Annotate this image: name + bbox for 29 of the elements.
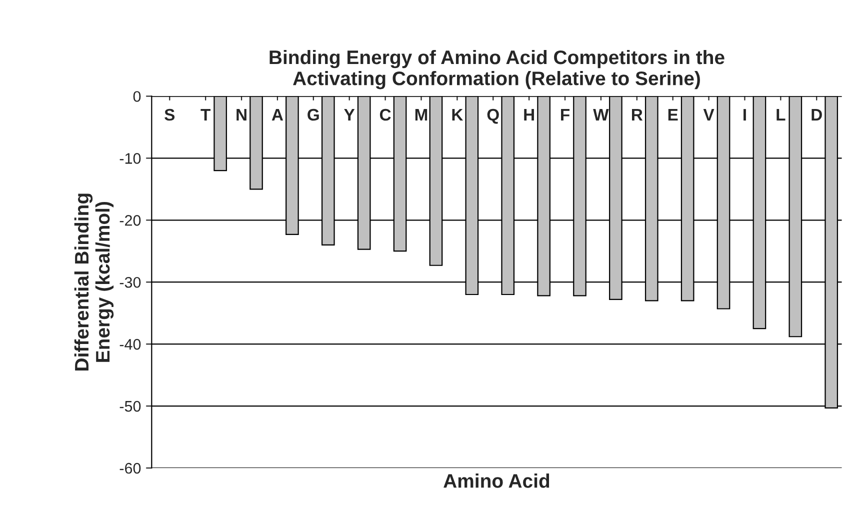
x-tick-label: G bbox=[308, 108, 319, 121]
x-tick-label: A bbox=[272, 109, 284, 121]
x-tick-label: C bbox=[380, 108, 391, 121]
x-tick-label: K bbox=[452, 109, 464, 121]
y-axis-title: Differential Binding Energy (kcal/mol) bbox=[74, 194, 114, 370]
x-tick-label: R bbox=[632, 109, 643, 121]
x-tick-label: I bbox=[744, 109, 746, 121]
x-tick-label: T bbox=[200, 109, 210, 121]
x-tick-label: E bbox=[668, 109, 678, 121]
y-tick-label: 0 bbox=[133, 91, 141, 102]
x-tick-label: Y bbox=[344, 109, 355, 121]
x-tick-label: S bbox=[164, 108, 175, 121]
x-tick-label: H bbox=[524, 109, 534, 121]
x-tick-label: M bbox=[415, 109, 428, 121]
x-tick-label: F bbox=[561, 109, 570, 121]
y-tick-label: -10 bbox=[120, 153, 141, 164]
y-tick-label: -20 bbox=[120, 215, 141, 226]
chart-title: Binding Energy of Amino Acid Competitors in the Activating Conformation (Relative to Serine) bbox=[270, 50, 724, 90]
x-tick-label: V bbox=[703, 109, 714, 121]
x-tick-label: W bbox=[593, 109, 609, 121]
y-tick-label: -60 bbox=[120, 462, 141, 474]
y-tick-label: -50 bbox=[120, 400, 141, 412]
y-tick-label: -40 bbox=[120, 338, 141, 350]
x-tick-label: D bbox=[812, 109, 822, 121]
x-axis-title: Amino Acid bbox=[444, 474, 550, 488]
y-tick-label: -30 bbox=[120, 276, 141, 288]
x-tick-label: Q bbox=[487, 108, 499, 124]
x-tick-label: N bbox=[236, 109, 246, 121]
x-tick-label: L bbox=[776, 109, 786, 121]
